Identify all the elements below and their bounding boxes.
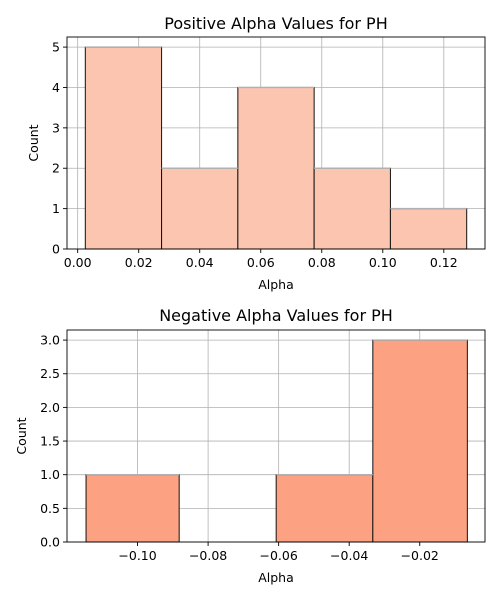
y-tick-label: 0.5 bbox=[40, 501, 60, 516]
x-tick-label: −0.10 bbox=[118, 548, 156, 563]
x-tick-label: −0.08 bbox=[189, 548, 227, 563]
y-tick-label: 4 bbox=[52, 80, 60, 95]
histogram-bar bbox=[372, 339, 468, 543]
x-axis-ticks: −0.10 −0.08 −0.06 −0.04 −0.02 bbox=[118, 542, 439, 563]
histogram-bar bbox=[313, 167, 391, 250]
x-tick-label: −0.04 bbox=[330, 548, 368, 563]
x-tick-label: 0.04 bbox=[186, 255, 214, 270]
positive-alpha-panel: Positive Alpha Values for PH Alpha Count… bbox=[26, 14, 486, 292]
x-tick-label: 0.10 bbox=[369, 255, 397, 270]
y-tick-label: 1.0 bbox=[40, 467, 60, 482]
negative-alpha-panel: Negative Alpha Values for PH Alpha Count… bbox=[14, 306, 486, 585]
y-axis-ticks: 0 1 2 3 4 5 bbox=[52, 40, 67, 257]
chart-title: Positive Alpha Values for PH bbox=[164, 14, 387, 33]
y-axis-label: Count bbox=[14, 417, 29, 454]
y-tick-label: 0.0 bbox=[40, 535, 60, 550]
chart-title: Negative Alpha Values for PH bbox=[159, 306, 393, 325]
y-tick-label: 1.5 bbox=[40, 434, 60, 449]
y-tick-label: 1 bbox=[52, 201, 60, 216]
histogram-bar bbox=[161, 167, 239, 250]
y-tick-label: 2.0 bbox=[40, 400, 60, 415]
histogram-bar bbox=[84, 46, 163, 250]
y-tick-label: 3.0 bbox=[40, 333, 60, 348]
y-axis-ticks: 0.0 0.5 1.0 1.5 2.0 2.5 3.0 bbox=[40, 333, 67, 550]
y-tick-label: 5 bbox=[52, 40, 60, 55]
x-axis-label: Alpha bbox=[258, 277, 294, 292]
x-tick-label: 0.00 bbox=[64, 255, 92, 270]
y-tick-label: 2 bbox=[52, 161, 60, 176]
y-axis-label: Count bbox=[26, 124, 41, 161]
histogram-bar bbox=[237, 86, 315, 250]
y-tick-label: 0 bbox=[52, 242, 60, 257]
x-tick-label: −0.02 bbox=[401, 548, 439, 563]
y-tick-label: 2.5 bbox=[40, 366, 60, 381]
axes-frame bbox=[66, 36, 486, 250]
axes-frame bbox=[66, 329, 486, 543]
x-tick-label: 0.08 bbox=[308, 255, 336, 270]
y-tick-label: 3 bbox=[52, 120, 60, 135]
bars bbox=[85, 339, 468, 543]
histogram-bar bbox=[85, 474, 180, 543]
histogram-bar bbox=[275, 474, 374, 543]
x-tick-label: −0.06 bbox=[259, 548, 297, 563]
x-axis-ticks: 0.00 0.02 0.04 0.06 0.08 0.10 0.12 bbox=[64, 249, 458, 270]
x-tick-label: 0.02 bbox=[125, 255, 153, 270]
x-axis-label: Alpha bbox=[258, 570, 294, 585]
x-tick-label: 0.12 bbox=[430, 255, 458, 270]
histogram-bar bbox=[389, 208, 468, 250]
x-tick-label: 0.06 bbox=[247, 255, 275, 270]
bars bbox=[84, 46, 468, 250]
